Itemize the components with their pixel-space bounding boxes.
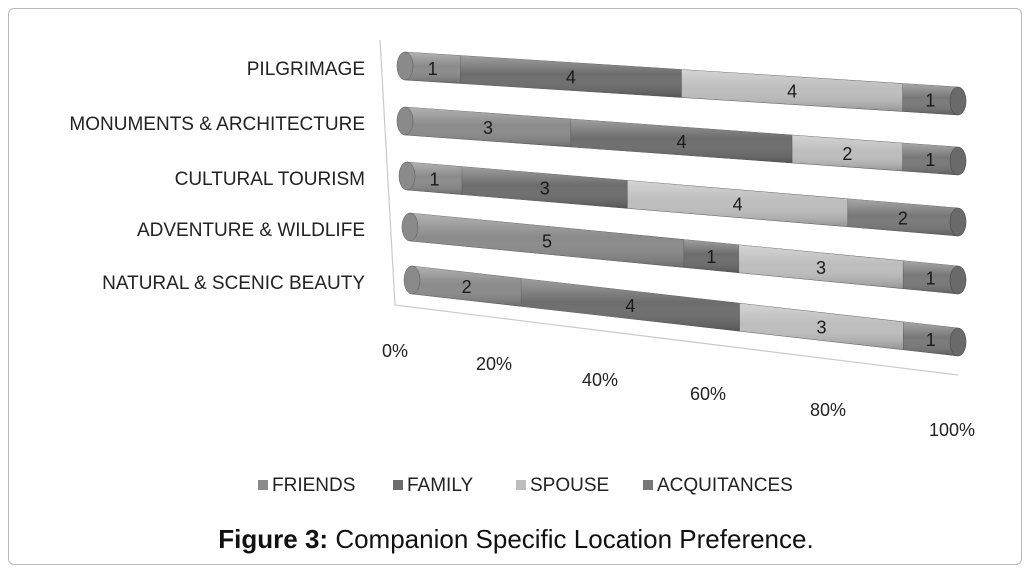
category-label-adventure-wildlife: ADVENTURE & WILDLIFE [137, 220, 365, 241]
bar-segment-shading [681, 69, 903, 112]
bar-cap-start [398, 161, 416, 191]
bar-segment-shading [792, 135, 903, 171]
data-label: 1 [430, 169, 440, 189]
bar-segment-shading [684, 239, 739, 273]
bar-segment-shading [410, 213, 684, 268]
bar-segment-shading [739, 303, 904, 350]
bar-pilgrimage: 1 4 4 1 [396, 51, 967, 116]
tick-label: 100% [929, 420, 975, 440]
bar-cap-end [949, 207, 967, 237]
bar-segment-shading [405, 107, 571, 147]
legend-item-friends: FRIENDS [258, 475, 355, 496]
data-label: 2 [898, 208, 908, 228]
bar-segment-shading [902, 83, 958, 115]
data-label: 2 [842, 144, 852, 164]
tick-label: 60% [690, 384, 726, 404]
bar-adventure-wildlife: 5 1 3 1 [401, 212, 967, 295]
legend: FRIENDS FAMILY SPOUSE ACQUITANCES [258, 475, 793, 496]
legend-swatch [393, 480, 403, 490]
data-label: 2 [462, 277, 472, 297]
data-label: 1 [926, 268, 936, 288]
caption-text: Companion Specific Location Preference. [328, 524, 814, 554]
bar-segment-shading [738, 244, 904, 289]
tick-label: 80% [810, 400, 846, 420]
tick-label: 20% [476, 354, 512, 374]
legend-label: FRIENDS [272, 475, 355, 496]
bar-segment-shading [903, 260, 958, 294]
bar-segment-shading [627, 180, 848, 227]
bar-natural-scenic-beauty: 2 4 3 1 [403, 265, 967, 357]
chart-floor [379, 39, 959, 376]
category-label-cultural-tourism: CULTURAL TOURISM [175, 169, 365, 190]
figure-caption: Figure 3: Companion Specific Location Pr… [0, 524, 1032, 555]
bar-cap-start [396, 51, 414, 81]
data-label: 1 [925, 150, 935, 170]
data-label: 3 [816, 258, 826, 278]
bar-segment-shading [407, 162, 463, 195]
bar-segment-shading [412, 266, 522, 307]
tick-label: 0% [382, 341, 408, 361]
legend-swatch [643, 480, 653, 490]
figure-frame [8, 8, 1022, 565]
bar-cap-end [949, 265, 967, 295]
data-label: 1 [706, 247, 716, 267]
bar-segment-shading [847, 198, 958, 236]
legend-label: ACQUITANCES [657, 475, 793, 496]
tick-label: 40% [582, 370, 618, 390]
data-label: 4 [787, 82, 797, 102]
legend-swatch [516, 480, 526, 490]
data-label: 3 [816, 318, 826, 338]
legend-item-acquitances: ACQUITANCES [643, 475, 793, 496]
data-label: 1 [925, 90, 935, 110]
data-label: 5 [542, 231, 552, 251]
bar-segment-shading [521, 278, 740, 332]
legend-label: FAMILY [407, 475, 473, 496]
category-labels: PILGRIMAGE MONUMENTS & ARCHITECTURE CULTUR… [69, 59, 365, 294]
axis-wall-line [379, 39, 959, 376]
bar-cap-end [949, 86, 967, 116]
bar-segment-shading [570, 119, 793, 163]
legend-item-spouse: SPOUSE [516, 475, 609, 496]
bar-cap-start [403, 265, 421, 295]
bar-segment-shading [460, 55, 682, 98]
data-label: 1 [428, 59, 438, 79]
data-label: 4 [566, 68, 576, 88]
category-label-natural-scenic-beauty: NATURAL & SCENIC BEAUTY [102, 273, 365, 294]
x-axis-ticks: 0% 20% 40% 60% 80% 100% [382, 341, 975, 440]
data-label: 3 [483, 118, 493, 138]
legend-label: SPOUSE [530, 475, 609, 496]
data-label: 4 [733, 195, 743, 215]
bar-segment-shading [902, 143, 958, 175]
data-label: 1 [926, 330, 936, 350]
bar-segment-shading [405, 52, 461, 84]
category-label-pilgrimage: PILGRIMAGE [247, 59, 365, 80]
bar-cap-end [949, 327, 967, 357]
bar-cap-start [401, 212, 419, 242]
legend-swatch [258, 480, 268, 490]
bar-cultural-tourism: 1 3 4 2 [398, 161, 967, 237]
bar-cap-end [949, 146, 967, 176]
category-label-monuments-architecture: MONUMENTS & ARCHITECTURE [69, 114, 365, 135]
legend-item-family: FAMILY [393, 475, 473, 496]
data-label: 4 [625, 296, 635, 316]
data-label: 4 [676, 132, 686, 152]
bar-segment-shading [462, 166, 628, 209]
bar-segment-shading [903, 321, 958, 356]
bar-monuments-architecture: 3 4 2 1 [396, 106, 967, 176]
bars-group: 1 4 4 1 3 4 2 1 1 3 4 2 5 1 3 1 2 4 3 1 [396, 51, 967, 357]
data-label: 3 [540, 179, 550, 199]
caption-label: Figure 3: [218, 524, 329, 554]
bar-cap-start [396, 106, 414, 136]
